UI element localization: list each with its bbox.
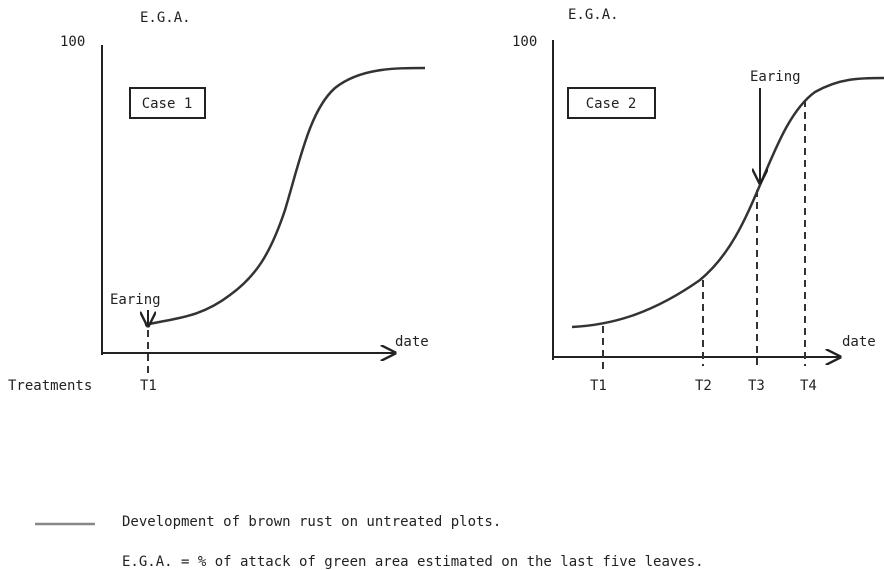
y-top: 100 xyxy=(512,34,537,50)
treatment: T1 xyxy=(140,378,157,394)
panel-1: E.G.A. 100 Case 1 Earing date T1 xyxy=(60,10,429,394)
y-label: E.G.A. xyxy=(140,10,191,26)
x-label: date xyxy=(842,334,876,350)
y-top: 100 xyxy=(60,34,85,50)
legend-text: Development of brown rust on untreated p… xyxy=(122,514,501,530)
treatment: T1 xyxy=(590,378,607,394)
curve xyxy=(571,76,884,329)
y-label: E.G.A. xyxy=(568,7,619,23)
note: E.G.A. = % of attack of green area estim… xyxy=(122,554,704,570)
treatment: T3 xyxy=(748,378,765,394)
treatments-label: Treatments xyxy=(8,378,92,394)
curve xyxy=(144,66,426,327)
panel-2: E.G.A. 100 Case 2 Earing date T1 T2 T3 T… xyxy=(512,7,884,394)
treatment: T2 xyxy=(695,378,712,394)
case-box xyxy=(129,87,206,119)
case-label: Case 1 xyxy=(142,96,193,112)
x-label: date xyxy=(395,334,429,350)
case-label: Case 2 xyxy=(586,96,637,112)
case-box xyxy=(567,87,656,119)
earing-label: Earing xyxy=(750,69,801,85)
earing-label: Earing xyxy=(110,292,161,308)
treatment: T4 xyxy=(800,378,817,394)
